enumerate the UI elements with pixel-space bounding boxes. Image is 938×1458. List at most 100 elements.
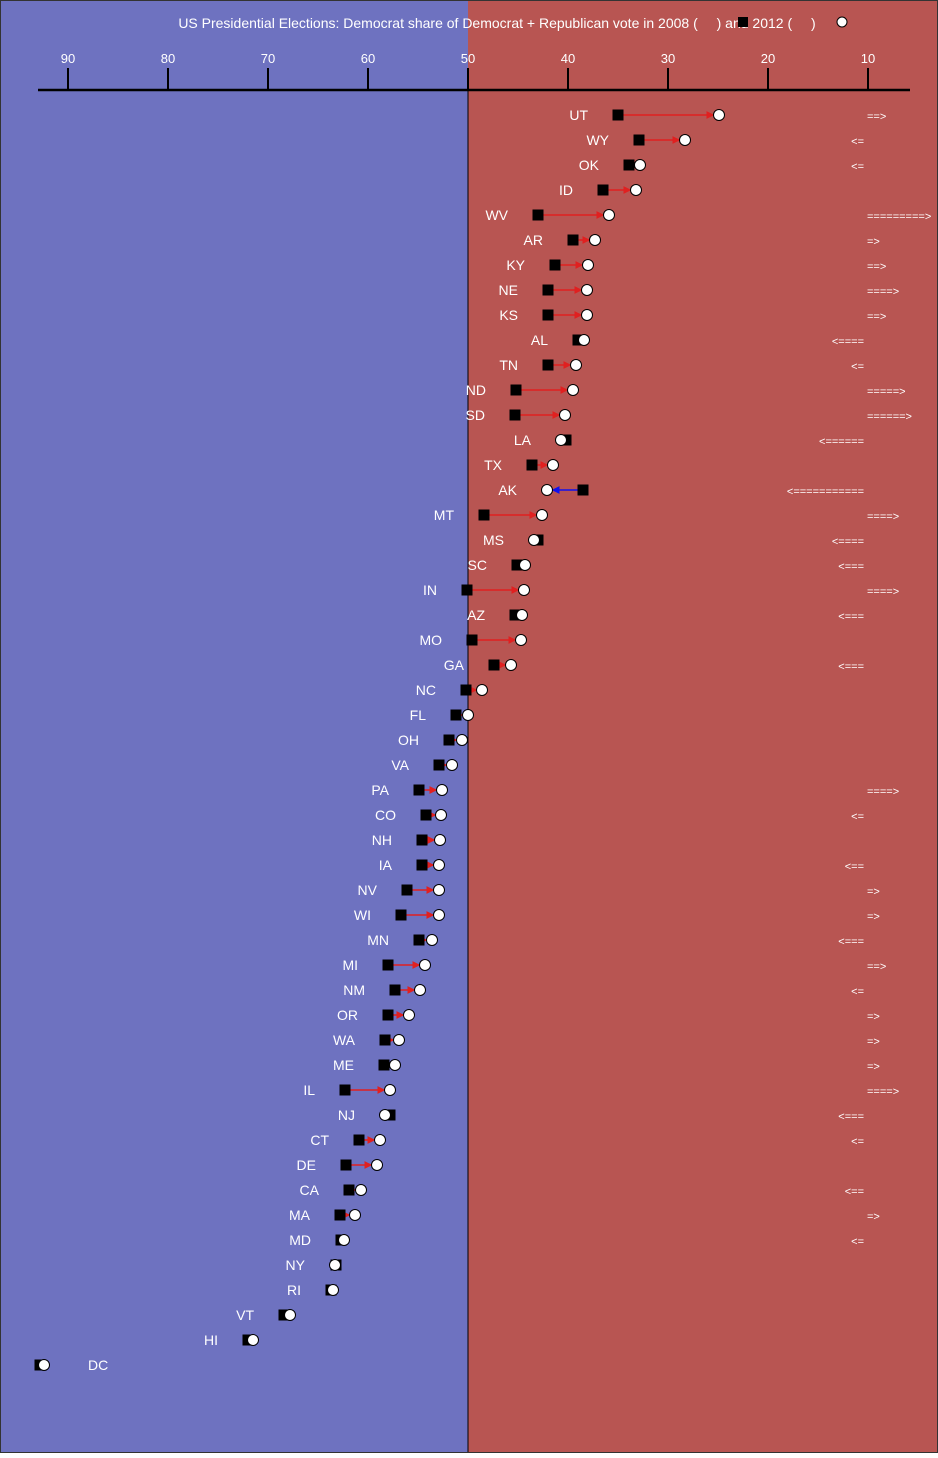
marker-2012 [446, 759, 458, 771]
state-label: NE [499, 282, 518, 298]
state-label: ND [466, 382, 486, 398]
marker-2012 [374, 1134, 386, 1146]
state-row: FL [410, 707, 474, 723]
state-label: CA [300, 1182, 320, 1198]
marker-2008 [460, 684, 472, 696]
marker-2008 [542, 284, 554, 296]
state-label: DE [297, 1157, 316, 1173]
state-row: UT ==> [569, 107, 886, 123]
marker-2012 [414, 984, 426, 996]
change-note: <= [851, 161, 864, 173]
state-label: WV [485, 207, 508, 223]
change-note: <==== [832, 536, 864, 548]
marker-2008 [416, 859, 428, 871]
marker-2008 [443, 734, 455, 746]
change-note: <= [851, 1136, 864, 1148]
marker-2008 [420, 809, 432, 821]
marker-2012 [547, 459, 559, 471]
state-label: DC [88, 1357, 108, 1373]
state-row: DC [34, 1357, 108, 1373]
state-label: NJ [338, 1107, 355, 1123]
state-label: AR [524, 232, 543, 248]
marker-2008 [466, 634, 478, 646]
marker-2008 [395, 909, 407, 921]
marker-2008 [488, 659, 500, 671]
state-row: MS <==== [483, 532, 864, 548]
state-row: NY [286, 1257, 342, 1273]
state-row: NH [372, 832, 446, 848]
marker-2012 [519, 559, 531, 571]
state-row: OK <= [579, 157, 864, 173]
state-label: IA [379, 857, 393, 873]
state-row: AZ <=== [467, 607, 864, 623]
change-note: <= [851, 361, 864, 373]
change-note: <====== [819, 436, 864, 448]
marker-2012 [426, 934, 438, 946]
state-label: MS [483, 532, 504, 548]
state-row: IN ====> [423, 582, 899, 598]
change-note: <=== [838, 611, 864, 623]
state-label: KS [499, 307, 518, 323]
marker-2012 [713, 109, 725, 121]
change-note: ====> [867, 786, 899, 798]
state-label: WI [354, 907, 371, 923]
change-note: ==> [867, 111, 886, 123]
marker-2012 [349, 1209, 361, 1221]
state-row: MI ==> [342, 957, 886, 973]
marker-2012 [559, 409, 571, 421]
marker-2008 [343, 1184, 355, 1196]
marker-2012 [371, 1159, 383, 1171]
state-row: KY ==> [506, 257, 886, 273]
state-label: TX [484, 457, 503, 473]
marker-2008 [478, 509, 490, 521]
change-note: <=== [838, 561, 864, 573]
state-label: IN [423, 582, 437, 598]
marker-2012 [419, 959, 431, 971]
change-note: <=== [838, 661, 864, 673]
state-row: ID [559, 182, 642, 198]
marker-2008 [511, 559, 523, 571]
change-note: => [867, 886, 880, 898]
state-label: LA [514, 432, 532, 448]
marker-2008 [413, 934, 425, 946]
state-row: HI [204, 1332, 259, 1348]
marker-2008 [542, 309, 554, 321]
state-label: MN [367, 932, 389, 948]
title-part-2: ) and 2012 ( [717, 15, 793, 31]
republican-region [468, 0, 938, 1453]
change-note: <=== [838, 1111, 864, 1123]
marker-2008 [461, 584, 473, 596]
marker-2008 [382, 959, 394, 971]
state-label: AL [531, 332, 548, 348]
x-tick-label: 40 [561, 51, 575, 66]
marker-2012 [567, 384, 579, 396]
marker-2012 [582, 259, 594, 271]
marker-2008 [340, 1159, 352, 1171]
change-note: =========> [867, 211, 931, 223]
x-tick-label: 10 [861, 51, 875, 66]
marker-2008 [389, 984, 401, 996]
state-row: DE [297, 1157, 383, 1173]
marker-2008 [509, 409, 521, 421]
state-row: MT ====> [434, 507, 899, 523]
state-label: RI [287, 1282, 301, 1298]
marker-2012 [515, 634, 527, 646]
marker-2008 [433, 759, 445, 771]
state-row: OR => [337, 1007, 880, 1023]
marker-2012 [630, 184, 642, 196]
state-row: SC <=== [468, 557, 864, 573]
marker-2012 [603, 209, 615, 221]
state-label: MT [434, 507, 455, 523]
marker-2008 [401, 884, 413, 896]
legend-2008-square-icon [738, 17, 748, 27]
change-note: ====> [867, 1086, 899, 1098]
state-row: CT <= [310, 1132, 864, 1148]
change-note: <== [845, 1186, 864, 1198]
marker-2012 [505, 659, 517, 671]
marker-2012 [327, 1284, 339, 1296]
state-row: RI [287, 1282, 339, 1298]
marker-2012 [284, 1309, 296, 1321]
marker-2008 [382, 1009, 394, 1021]
state-label: IL [303, 1082, 315, 1098]
